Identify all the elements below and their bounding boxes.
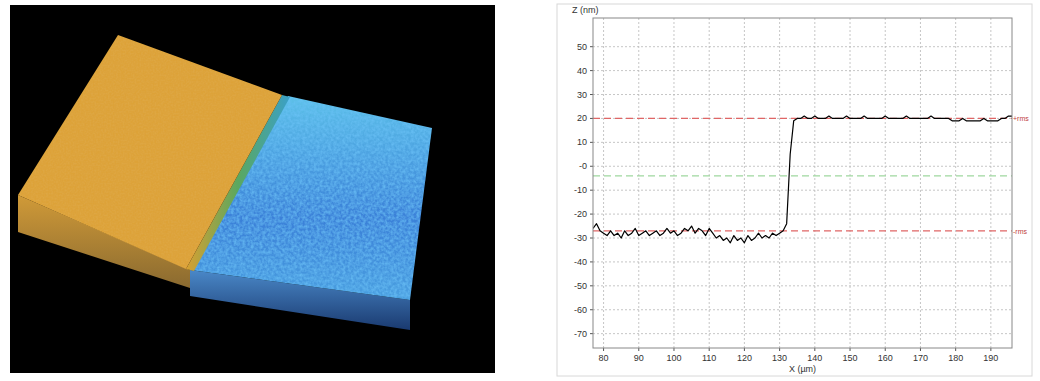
plot-marks [593,116,1012,243]
x-tick-label: 130 [772,353,787,363]
chart-panel [557,4,1032,376]
x-tick-label: 160 [878,353,893,363]
x-grid-line [673,18,674,348]
x-tick-label: 110 [702,353,716,363]
render-background [10,5,495,373]
y-tick-label: 20 [577,113,587,123]
x-tick-label: 80 [599,353,609,363]
x-grid-line [779,18,780,348]
x-grid-line [885,18,886,348]
y-tick-label: 50 [577,42,587,52]
x-tick-label: 150 [843,353,858,363]
y-grid-line [593,285,1012,286]
y-grid-line [593,261,1012,262]
y-grid-line [593,238,1012,239]
y-tick-label: -0 [579,161,587,171]
y-tick-label: 10 [577,137,587,147]
x-grid-line [744,18,745,348]
plot-area [593,18,1012,348]
profile-line [593,116,1012,243]
y-tick-label: -30 [574,233,587,243]
y-tick-label: 40 [577,66,587,76]
y-grid-line [593,70,1012,71]
y-grid-line [593,142,1012,143]
x-grid-line [920,18,921,348]
x-axis-title: X (µm) [789,364,816,374]
plot-frame [593,18,1012,348]
y-axis-title: Z (nm) [572,5,599,15]
x-tick-label: 180 [948,353,963,363]
y-tick-label: 30 [577,90,587,100]
grid [590,18,1012,351]
y-tick-label: -60 [574,305,587,315]
y-grid-line [593,166,1012,167]
y-tick-label: -10 [574,185,587,195]
x-grid-line [603,18,604,348]
y-tick-label: -40 [574,257,587,267]
x-grid-line [850,18,851,348]
x-tick-label: 90 [634,353,644,363]
reference-line [593,175,1012,176]
x-tick-label: 190 [983,353,998,363]
x-grid-line [990,18,991,348]
upper-surface [18,35,282,269]
x-grid-line [955,18,956,348]
x-grid-line [814,18,815,348]
x-tick-label: 140 [807,353,822,363]
surface-render [10,5,495,373]
x-tick-label: 170 [913,353,928,363]
y-tick-label: -70 [574,329,587,339]
canvas: 80 90 100 110 120 130 140 150 160 170 180 190 -70 -60… [0,0,1040,381]
x-tick-label: 120 [737,353,752,363]
profile-chart: 80 90 100 110 120 130 140 150 160 170 180 190 -70 -60… [557,4,1032,376]
y-grid-line [593,46,1012,47]
x-grid-line [709,18,710,348]
y-tick-label: -50 [574,281,587,291]
reference-label: -rms [1013,228,1027,235]
x-grid-line [638,18,639,348]
x-tick-label: 100 [666,353,681,363]
y-grid-line [593,190,1012,191]
y-tick-label: -20 [574,209,587,219]
y-grid-line [593,333,1012,334]
reference-label: +rms [1013,115,1029,122]
y-grid-line [593,94,1012,95]
y-grid-line [593,214,1012,215]
y-grid-line [593,309,1012,310]
